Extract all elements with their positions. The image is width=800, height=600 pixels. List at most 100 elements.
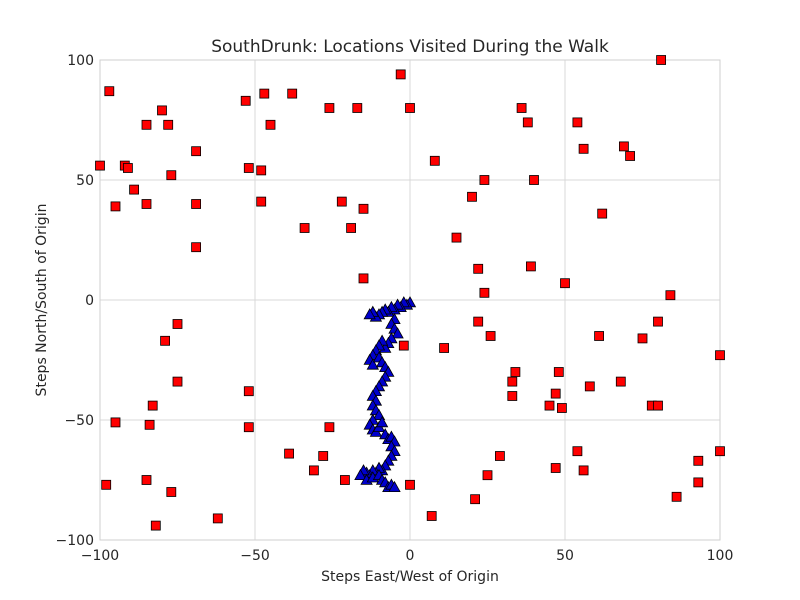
square-point xyxy=(259,88,270,99)
square-point xyxy=(166,487,177,497)
x-tick-label: 100 xyxy=(707,548,734,564)
y-tick-label: 0 xyxy=(85,293,94,309)
x-tick-label: 50 xyxy=(556,548,574,564)
square-point xyxy=(715,446,725,457)
triangle-point xyxy=(375,416,389,428)
square-point xyxy=(265,119,276,130)
square-point xyxy=(336,196,347,207)
square-point xyxy=(578,465,589,476)
square-point xyxy=(485,331,496,341)
square-point xyxy=(284,448,295,459)
square-point xyxy=(123,163,133,173)
square-point xyxy=(597,208,608,219)
square-point xyxy=(715,350,725,361)
square-point xyxy=(656,55,666,65)
y-axis-label: Steps North/South of Origin xyxy=(34,204,50,397)
y-tick-label: −50 xyxy=(64,413,94,429)
square-point xyxy=(557,403,567,413)
square-point xyxy=(615,376,626,387)
square-point xyxy=(625,151,635,161)
square-point xyxy=(243,386,254,397)
square-point xyxy=(473,263,484,274)
triangle-point xyxy=(388,480,401,493)
square-point xyxy=(550,463,561,473)
square-point xyxy=(507,391,518,401)
square-point xyxy=(110,417,121,428)
square-point xyxy=(166,170,177,181)
square-point xyxy=(163,119,174,130)
square-point xyxy=(494,451,505,461)
square-point xyxy=(287,88,298,99)
square-point xyxy=(451,232,462,243)
x-axis-label: Steps East/West of Origin xyxy=(321,569,499,585)
square-point xyxy=(405,479,415,490)
y-tick-label: 100 xyxy=(67,53,94,69)
square-point xyxy=(584,381,595,392)
square-point xyxy=(172,319,183,329)
chart-title: SouthDrunk: Locations Visited During the… xyxy=(211,37,609,57)
square-point xyxy=(358,203,369,214)
square-point xyxy=(299,223,310,233)
square-point xyxy=(529,175,539,185)
square-point xyxy=(594,331,604,341)
square-point xyxy=(104,86,115,97)
square-point xyxy=(522,117,533,128)
y-tick-label: 50 xyxy=(76,173,94,189)
square-point xyxy=(191,146,202,157)
square-point xyxy=(212,513,223,524)
triangle-point xyxy=(366,358,379,370)
square-point xyxy=(671,491,682,502)
square-point xyxy=(147,400,158,411)
square-point xyxy=(358,273,369,284)
square-point xyxy=(479,175,490,185)
square-point xyxy=(256,196,267,207)
square-point xyxy=(101,479,112,490)
x-tick-labels: −100 −50 0 50 100 xyxy=(81,548,734,564)
y-tick-labels: −100 −50 0 50 100 xyxy=(56,53,94,549)
square-point xyxy=(693,455,704,466)
square-point xyxy=(550,388,561,399)
square-point xyxy=(318,451,329,461)
square-point xyxy=(240,95,251,106)
square-point xyxy=(467,191,477,202)
square-point xyxy=(507,376,518,387)
triangle-point xyxy=(391,327,404,339)
square-point xyxy=(346,223,357,233)
square-point xyxy=(578,143,589,154)
square-point xyxy=(619,141,629,152)
square-point xyxy=(191,242,202,253)
square-point xyxy=(439,343,450,353)
square-point xyxy=(560,278,570,289)
square-point xyxy=(160,335,171,346)
square-point xyxy=(308,465,319,476)
triangle-point xyxy=(363,308,376,320)
square-point xyxy=(398,340,409,351)
square-point xyxy=(479,287,490,298)
square-point xyxy=(405,103,415,113)
square-point xyxy=(324,422,335,433)
square-point xyxy=(470,494,481,505)
square-point xyxy=(324,103,335,113)
square-point xyxy=(429,155,440,166)
square-point xyxy=(553,367,564,377)
square-point xyxy=(141,119,152,130)
square-point xyxy=(352,103,363,113)
square-point xyxy=(653,400,663,411)
square-point xyxy=(172,376,183,387)
square-point xyxy=(637,333,648,344)
square-point xyxy=(395,69,406,80)
square-point xyxy=(526,261,536,272)
square-point xyxy=(110,201,121,212)
square-point xyxy=(141,199,152,209)
square-point xyxy=(95,160,105,171)
x-tick-label: −100 xyxy=(81,548,119,564)
square-point xyxy=(157,105,167,116)
x-tick-label: 0 xyxy=(406,548,415,564)
square-point xyxy=(510,367,521,377)
triangle-point xyxy=(354,468,367,481)
square-point xyxy=(482,470,493,481)
square-point xyxy=(191,199,202,209)
data-points xyxy=(95,55,725,531)
square-point xyxy=(243,163,254,173)
